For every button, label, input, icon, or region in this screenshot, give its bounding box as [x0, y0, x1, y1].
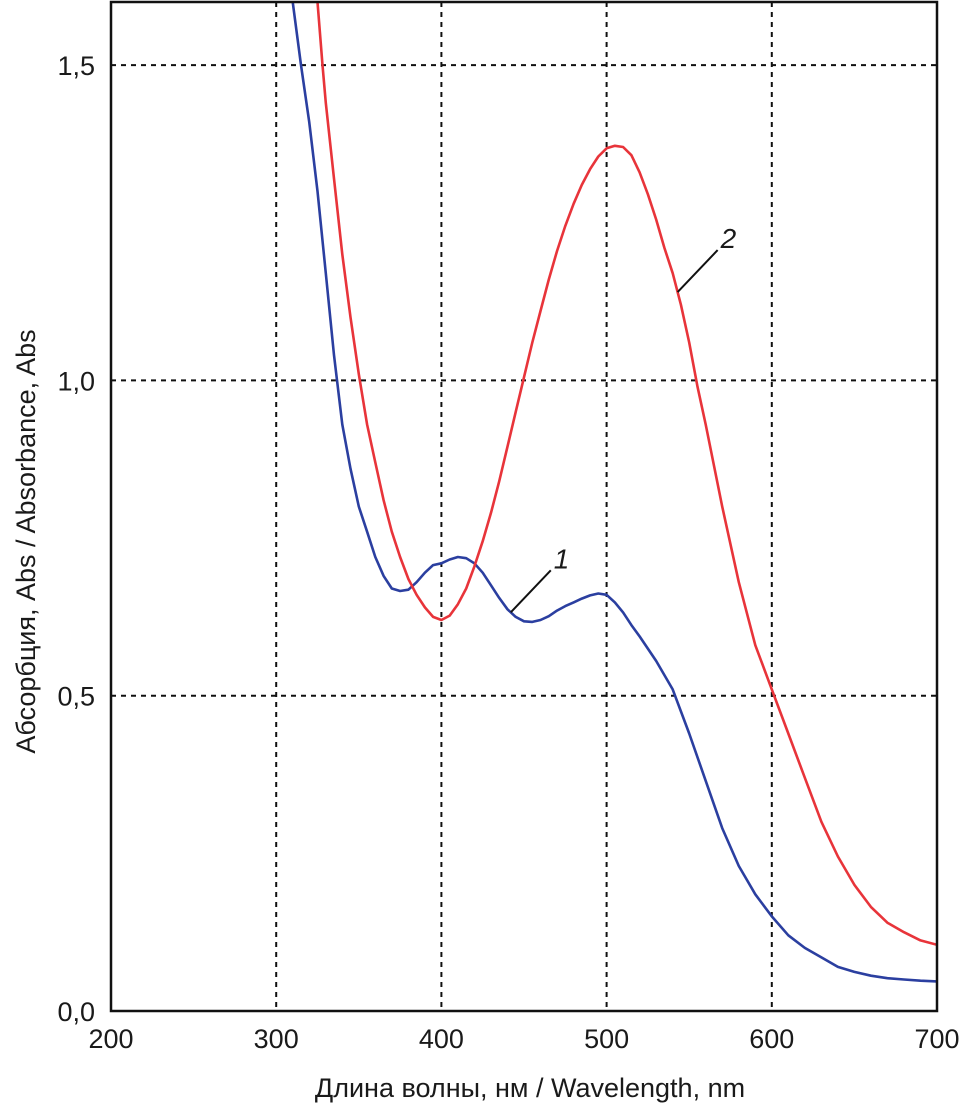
- annotation-leader-1: [510, 569, 552, 614]
- series-lines: [291, 2, 937, 983]
- x-tick-label: 400: [419, 1024, 464, 1054]
- x-tick-label: 700: [914, 1024, 959, 1054]
- tick-labels: 200 300 400 500 600 700 0,0 0,5 1,0 1,5: [57, 51, 959, 1054]
- x-tick-label: 500: [584, 1024, 629, 1054]
- x-tick-label: 600: [749, 1024, 794, 1054]
- grid-lines: [111, 2, 937, 1011]
- annotation-label-1: 1: [554, 543, 570, 574]
- y-tick-label: 1,0: [57, 366, 95, 396]
- plot-frame: [109, 0, 939, 1013]
- series-line-2: [316, 2, 937, 947]
- y-tick-label: 1,5: [57, 51, 95, 81]
- series-line-1: [291, 2, 937, 983]
- curve-annotations: 12: [510, 223, 737, 614]
- x-axis-title: Длина волны, нм / Wavelength, nm: [315, 1073, 745, 1103]
- y-axis-title: Абсорбция, Abs / Absorbance, Abs: [11, 329, 41, 753]
- x-tick-label: 300: [254, 1024, 299, 1054]
- y-tick-label: 0,0: [57, 997, 95, 1027]
- y-tick-label: 0,5: [57, 682, 95, 712]
- annotation-leader-2: [676, 249, 719, 293]
- annotation-label-2: 2: [720, 223, 737, 254]
- x-tick-label: 200: [88, 1024, 133, 1054]
